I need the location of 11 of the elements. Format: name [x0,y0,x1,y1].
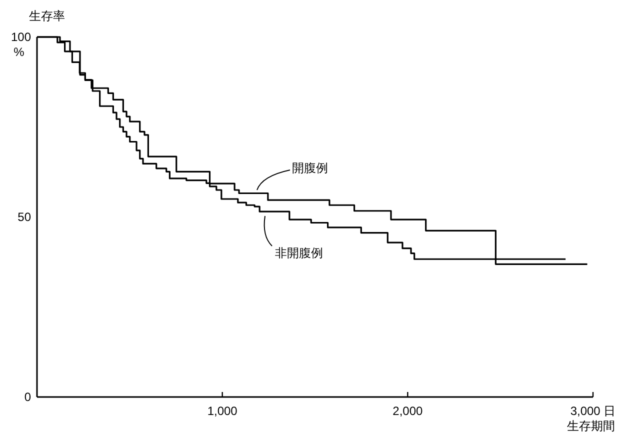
annotation: % [14,45,24,59]
y-tick: 50 [18,210,31,224]
x-label: 生存期間 [567,419,615,433]
series-label: 非開腹例 [275,246,323,260]
x-tick: 2,000 [392,404,423,418]
y-tick: 100 [10,30,31,44]
x-tick: 1,000 [207,404,238,418]
series-label: 開腹例 [292,161,328,175]
y-label: 生存率 [29,9,65,23]
x-tick: 3,000 日 [570,404,616,418]
y-tick: 0 [24,390,31,404]
